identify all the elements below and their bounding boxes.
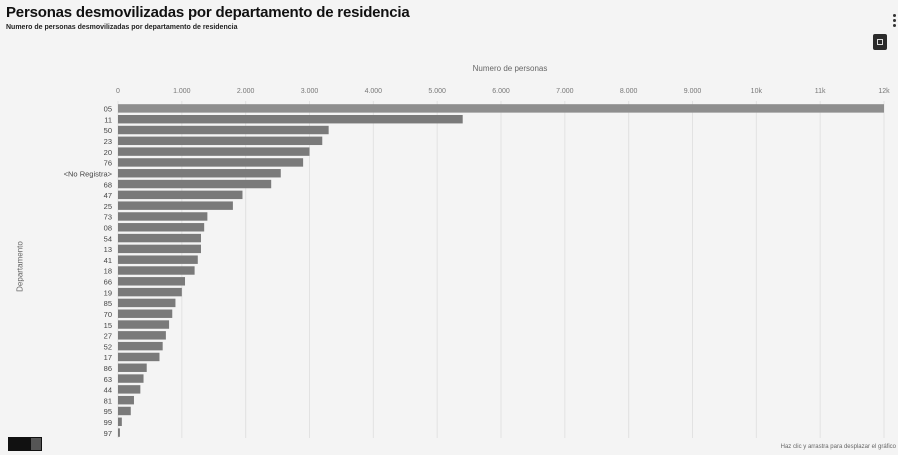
category-label: 50: [104, 126, 112, 135]
category-label: 11: [104, 115, 112, 124]
category-label: 73: [104, 213, 112, 222]
footer-note: Haz clic y arrastra para desplazar el gr…: [780, 444, 896, 450]
bar[interactable]: [118, 125, 329, 135]
category-label: 23: [104, 137, 112, 146]
bar[interactable]: [118, 223, 205, 232]
bars: [118, 104, 884, 437]
bar[interactable]: [118, 190, 243, 200]
bar[interactable]: [118, 363, 147, 372]
x-tick-label: 7.000: [556, 88, 574, 95]
category-label: 63: [104, 375, 112, 384]
category-label: 99: [104, 418, 112, 427]
x-tick-label: 5.000: [428, 88, 446, 95]
bar[interactable]: [118, 104, 884, 113]
bar[interactable]: [118, 428, 120, 437]
x-tick-label: 1.000: [173, 88, 191, 95]
x-tick-label: 12k: [878, 88, 890, 95]
category-label: 19: [104, 288, 112, 297]
category-label: 81: [104, 396, 112, 405]
category-label: <No Registra>: [64, 169, 113, 178]
bar[interactable]: [118, 212, 208, 221]
category-label: 85: [104, 299, 112, 308]
bar[interactable]: [118, 169, 281, 178]
category-label: 41: [104, 256, 112, 265]
bar[interactable]: [118, 244, 201, 254]
category-label: 68: [104, 180, 112, 189]
chart-title: Personas desmovilizadas por departamento…: [6, 4, 410, 21]
bar[interactable]: [118, 395, 134, 405]
category-label: 86: [104, 364, 112, 373]
toggle-icon[interactable]: [8, 437, 42, 451]
bar[interactable]: [118, 136, 323, 146]
category-label: 05: [104, 105, 112, 114]
x-tick-label: 6.000: [492, 88, 510, 95]
category-label: 97: [104, 429, 112, 438]
x-tick-label: 3.000: [301, 88, 319, 95]
category-label: 76: [104, 159, 112, 168]
bar[interactable]: [118, 331, 166, 340]
x-tick-labels: 0 1.000 2.000 3.000 4.000 5.000 6.000 7.000 8.00…: [116, 88, 890, 95]
bar[interactable]: [118, 385, 141, 394]
x-tick-label: 2.000: [237, 88, 255, 95]
more-options-icon[interactable]: [893, 14, 897, 28]
category-label: 54: [104, 234, 112, 243]
x-tick-label: 8.000: [620, 88, 638, 95]
bar[interactable]: [118, 352, 160, 362]
category-label: 44: [104, 386, 112, 395]
bar[interactable]: [118, 320, 170, 329]
category-label: 95: [104, 407, 112, 416]
category-label: 52: [104, 342, 112, 351]
bar[interactable]: [118, 266, 195, 275]
x-tick-label: 4.000: [365, 88, 383, 95]
bar[interactable]: [118, 255, 198, 264]
bar[interactable]: [118, 298, 176, 308]
x-tick-label: 11k: [815, 88, 826, 95]
toolbar-icon[interactable]: [873, 34, 887, 50]
bar[interactable]: [118, 277, 186, 286]
bar[interactable]: [118, 147, 310, 156]
category-label: 18: [104, 267, 112, 276]
grid-lines: [117, 101, 885, 438]
bar[interactable]: [118, 406, 131, 416]
category-label: 20: [104, 148, 112, 157]
category-label: 27: [104, 332, 112, 341]
category-label: 25: [104, 202, 112, 211]
chart-subtitle: Numero de personas desmovilizadas por de…: [6, 24, 238, 31]
category-label: 47: [104, 191, 112, 200]
category-label: 70: [104, 310, 112, 319]
bar[interactable]: [118, 179, 272, 189]
bar[interactable]: [118, 201, 233, 210]
category-label: 66: [104, 278, 112, 287]
x-axis-label: Numero de personas: [472, 64, 548, 73]
category-label: 08: [104, 223, 112, 232]
bar[interactable]: [118, 287, 182, 297]
bar[interactable]: [118, 341, 163, 351]
category-label: 15: [104, 321, 112, 330]
bar[interactable]: [118, 374, 144, 383]
category-label: 17: [104, 353, 112, 362]
bar[interactable]: [118, 417, 122, 427]
bar[interactable]: [118, 115, 463, 124]
x-tick-label: 10k: [751, 88, 763, 95]
category-label: 13: [104, 245, 112, 254]
x-tick-label: 0: [116, 88, 120, 95]
bar[interactable]: [118, 158, 304, 167]
x-tick-label: 9.000: [684, 88, 702, 95]
bar[interactable]: [118, 233, 201, 243]
bar[interactable]: [118, 309, 173, 318]
